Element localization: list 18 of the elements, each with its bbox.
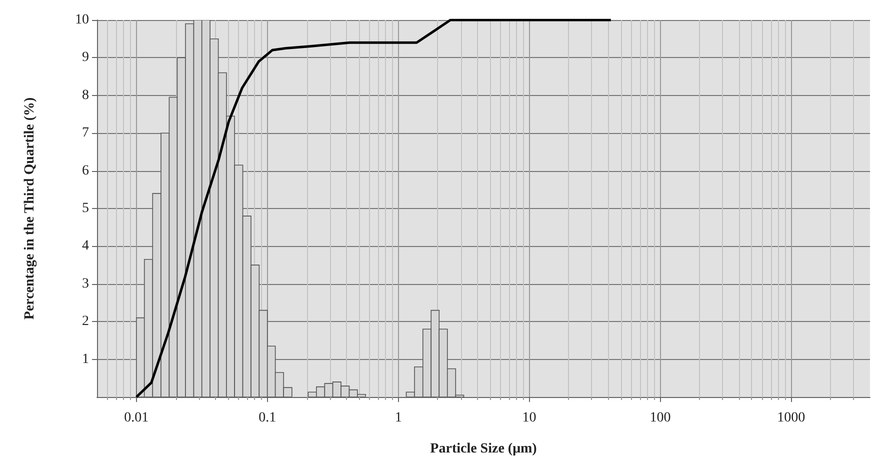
y-tick-label: 1 (82, 352, 89, 367)
y-tick-label: 8 (82, 88, 89, 103)
y-axis-title: Percentage in the Third Quartile (%) (22, 97, 38, 320)
y-tick-label: 3 (82, 276, 89, 292)
y-tick-label: 7 (82, 126, 89, 141)
y-tick-label: 2 (82, 314, 89, 330)
x-tick-label: 1 (394, 410, 402, 426)
x-tick-label: 10 (522, 410, 536, 426)
y-tick-label: 4 (82, 238, 89, 254)
y-tick-label: 5 (82, 201, 89, 216)
y-tick-label: 9 (82, 50, 89, 66)
x-tick-label: 100 (650, 410, 671, 426)
x-tick-label: 1000 (777, 410, 806, 426)
x-axis-title: Particle Size (μm) (430, 442, 538, 456)
x-tick-label: 0.1 (258, 410, 276, 426)
y-tick-label: 10 (75, 12, 89, 28)
y-tick-label: 6 (82, 163, 89, 178)
x-tick-label: 0.01 (124, 410, 149, 426)
